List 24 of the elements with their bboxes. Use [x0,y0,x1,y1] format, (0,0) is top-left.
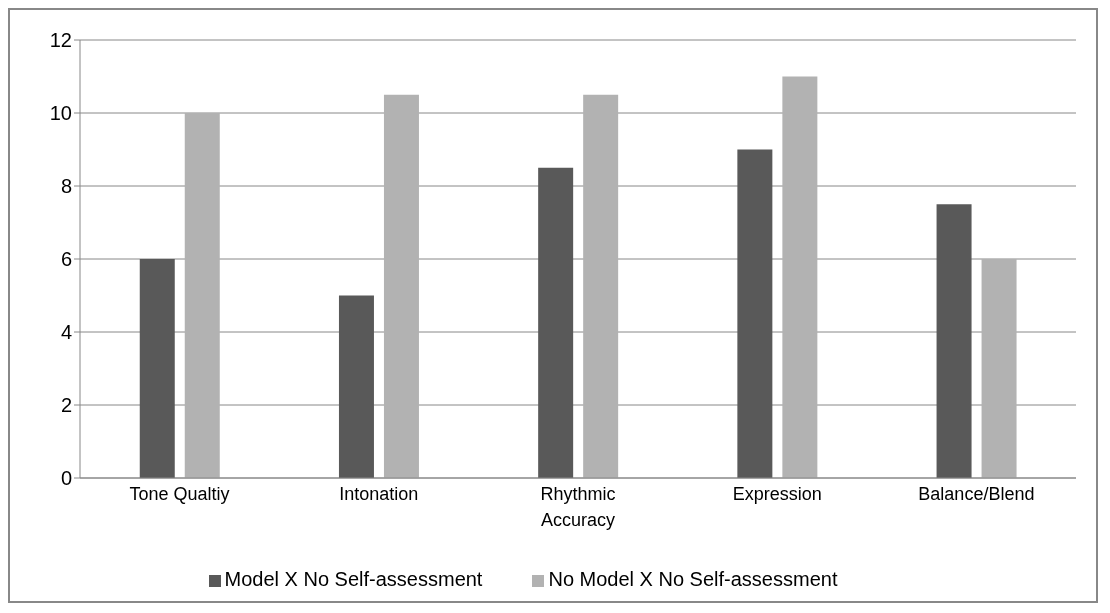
bar [184,113,220,478]
bar [338,295,374,478]
y-tick-label: 0 [60,467,72,490]
bar [981,259,1017,478]
bar [782,76,818,478]
y-tick-label: 8 [60,175,72,198]
x-tick-label: Intonation [339,484,419,504]
x-tick-label: Expression [732,484,822,504]
bar [139,259,175,478]
x-tick-label: Rhythmic Accuracy [540,484,616,530]
bar [737,149,773,478]
y-tick-label: 4 [60,321,72,344]
y-tick-label: 12 [49,29,72,52]
bar [936,204,972,478]
legend-label: Model X No Self-assessment [224,568,483,590]
x-tick-label: Balance/Blend [918,484,1035,504]
legend-label: No Model X No Self-assessment [548,568,838,590]
y-tick-label: 10 [49,102,72,125]
x-tick-label: Tone Qualtiy [129,484,230,504]
y-tick-label: 6 [60,248,72,271]
bar [538,167,574,478]
y-tick-label: 2 [60,394,72,417]
bar [583,94,619,478]
bar [383,94,419,478]
